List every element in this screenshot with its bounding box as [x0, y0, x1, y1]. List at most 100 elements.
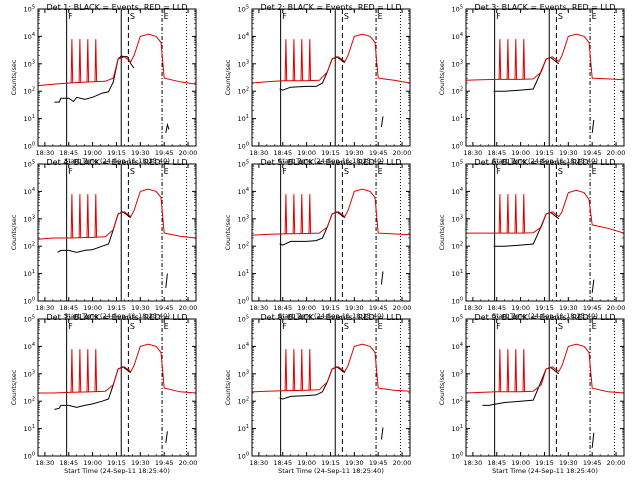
detector-panel-8: F S E 100 101 102 103 104 105 18:30 18:45 19:00 19:1…	[224, 313, 411, 475]
panel-title: Det 2: BLACK = Events, RED = LLD	[261, 3, 402, 12]
marker-label-f: F	[282, 12, 287, 21]
lld-spike-3	[514, 349, 518, 392]
x-tick-label: 18:45	[487, 149, 506, 157]
plot-frame	[251, 163, 411, 302]
marker-label-f: F	[496, 167, 501, 176]
lld-spike-3	[300, 349, 304, 391]
lld-spike-4	[94, 349, 98, 392]
lld-spike-3	[86, 194, 90, 238]
x-tick-label: 18:30	[250, 459, 269, 467]
x-axis-label: Start Time (24-Sep-11 18:25:40)	[64, 467, 170, 475]
x-tick-label: 20:00	[179, 459, 198, 467]
marker-label-s: S	[558, 167, 563, 176]
y-tick-label: 101	[238, 114, 249, 123]
x-tick-label: 20:00	[607, 149, 626, 157]
y-tick-label: 101	[452, 114, 463, 123]
x-tick-label: 18:30	[250, 304, 269, 312]
series-lld	[465, 33, 625, 81]
series-events	[57, 211, 168, 288]
lld-spike-1	[70, 39, 74, 83]
events-trace-segment-2	[165, 431, 168, 443]
marker-label-e: E	[592, 12, 597, 21]
y-tick-label: 102	[238, 397, 249, 406]
x-tick-label: 18:45	[59, 304, 78, 312]
x-tick-label: 20:00	[393, 304, 412, 312]
detector-panel-4: F S E 100 101 102 103 104 105 18:30 18:45 19:00 19:1…	[10, 158, 197, 320]
y-tick-label: 100	[238, 142, 249, 151]
plot-frame	[465, 318, 625, 457]
lld-spike-4	[94, 39, 98, 82]
y-tick-label: 105	[452, 160, 463, 169]
lld-spike-3	[514, 194, 518, 234]
x-tick-label: 20:00	[179, 304, 198, 312]
lld-spike-1	[498, 194, 502, 234]
y-axis-label: Counts/sec	[10, 59, 18, 95]
events-trace-segment-2	[380, 116, 384, 127]
x-tick-label: 19:45	[369, 304, 388, 312]
y-axis-label: Counts/sec	[224, 369, 232, 405]
x-tick-label: 19:45	[583, 459, 602, 467]
lld-spike-1	[70, 194, 74, 238]
x-tick-label: 19:00	[511, 459, 530, 467]
lld-spike-4	[308, 349, 312, 391]
lld-trace-segment-1	[37, 188, 197, 240]
y-tick-label: 100	[24, 142, 35, 151]
x-tick-label: 19:00	[83, 459, 102, 467]
lld-spike-1	[498, 39, 502, 80]
y-tick-label: 104	[452, 342, 463, 351]
x-tick-label: 19:15	[107, 304, 126, 312]
y-tick-label: 100	[24, 452, 35, 461]
y-tick-label: 101	[238, 424, 249, 433]
y-tick-label: 104	[452, 187, 463, 196]
marker-label-f: F	[496, 322, 501, 331]
x-tick-label: 19:30	[345, 149, 364, 157]
y-tick-label: 104	[24, 32, 35, 41]
y-tick-label: 105	[24, 315, 35, 324]
x-tick-label: 19:45	[155, 304, 174, 312]
lld-spike-4	[308, 194, 312, 234]
marker-label-s: S	[344, 12, 349, 21]
y-tick-label: 103	[24, 59, 35, 68]
y-tick-label: 105	[452, 5, 463, 14]
x-tick-label: 20:00	[607, 459, 626, 467]
x-tick-label: 19:15	[321, 459, 340, 467]
x-tick-label: 19:00	[297, 304, 316, 312]
y-axis-label: Counts/sec	[224, 59, 232, 95]
events-trace-segment-1	[57, 211, 132, 253]
lld-spike-4	[522, 349, 526, 392]
lld-spike-1	[70, 349, 74, 393]
x-tick-label: 18:45	[487, 304, 506, 312]
series-events	[279, 366, 384, 440]
series-lld	[251, 33, 411, 84]
y-tick-label: 104	[452, 32, 463, 41]
x-tick-label: 18:30	[36, 459, 55, 467]
x-tick-label: 19:45	[369, 149, 388, 157]
x-tick-label: 18:45	[273, 459, 292, 467]
lld-spike-1	[284, 194, 288, 234]
x-tick-label: 19:30	[559, 149, 578, 157]
y-tick-label: 105	[238, 315, 249, 324]
y-tick-label: 104	[238, 187, 249, 196]
marker-label-s: S	[558, 12, 563, 21]
x-tick-label: 19:00	[83, 149, 102, 157]
y-tick-label: 105	[24, 160, 35, 169]
lld-trace-segment-1	[251, 343, 411, 393]
detector-panel-2: F S E 100 101 102 103 104 105 18:30 18:45 19:00 19:1…	[224, 3, 411, 165]
lld-spike-3	[514, 39, 518, 80]
x-axis-label: Start Time (24-Sep-11 18:25:40)	[492, 157, 598, 165]
y-tick-label: 101	[24, 114, 35, 123]
x-tick-label: 19:15	[535, 149, 554, 157]
lld-spike-2	[292, 194, 296, 234]
events-trace-segment-2	[380, 427, 384, 440]
y-tick-label: 103	[452, 214, 463, 223]
x-tick-label: 20:00	[393, 149, 412, 157]
x-tick-label: 19:15	[321, 304, 340, 312]
lld-trace-segment-1	[466, 189, 625, 234]
x-tick-label: 18:30	[464, 304, 483, 312]
series-lld	[465, 343, 625, 394]
marker-label-s: S	[130, 167, 135, 176]
y-tick-label: 104	[24, 187, 35, 196]
x-tick-label: 19:30	[131, 149, 150, 157]
marker-label-f: F	[68, 12, 73, 21]
lld-spike-4	[522, 39, 526, 80]
